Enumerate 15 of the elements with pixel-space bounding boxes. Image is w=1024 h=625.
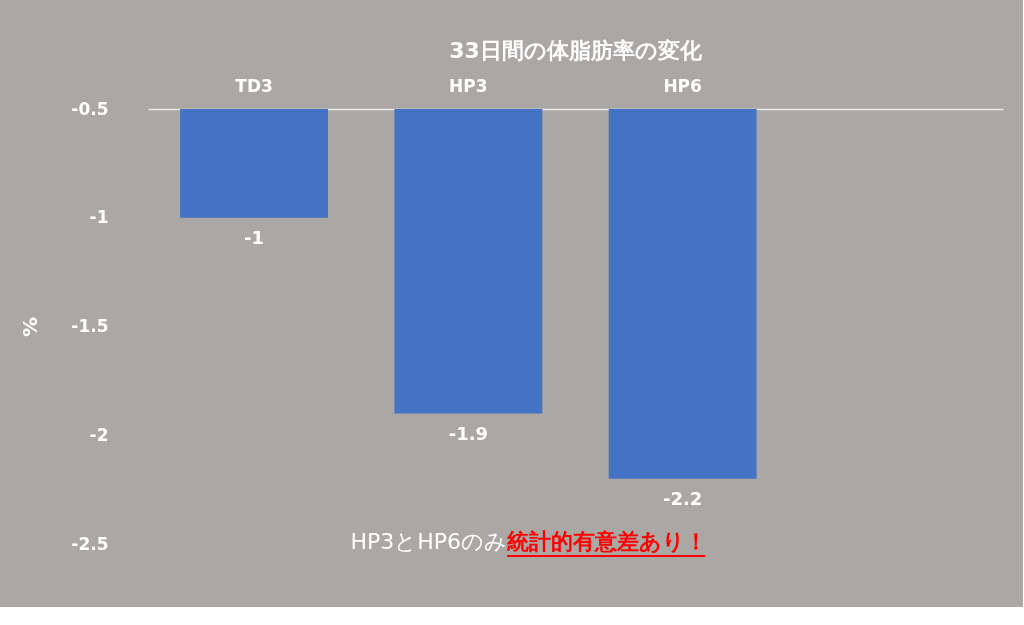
annotation: HP3とHP6のみ bbox=[350, 529, 508, 554]
chart-title: 33日間の体脂肪率の変化 bbox=[449, 38, 703, 63]
y-tick-label: -0.5 bbox=[71, 98, 109, 119]
y-tick-label: -1.5 bbox=[71, 316, 109, 336]
y-axis-title: % bbox=[18, 316, 43, 338]
data-label: -1.9 bbox=[448, 422, 489, 444]
data-label: -2.2 bbox=[662, 487, 703, 509]
annotation: 統計的有意差あり！ bbox=[506, 529, 708, 554]
y-tick-label: -2 bbox=[89, 424, 109, 445]
data-label: -1 bbox=[244, 226, 265, 248]
x-tick-label: HP6 bbox=[663, 75, 702, 96]
y-tick-label: -1 bbox=[89, 207, 109, 228]
x-tick-label: TD3 bbox=[235, 75, 273, 96]
x-tick-label: HP3 bbox=[449, 75, 488, 96]
y-tick-label: -2.5 bbox=[71, 533, 109, 554]
